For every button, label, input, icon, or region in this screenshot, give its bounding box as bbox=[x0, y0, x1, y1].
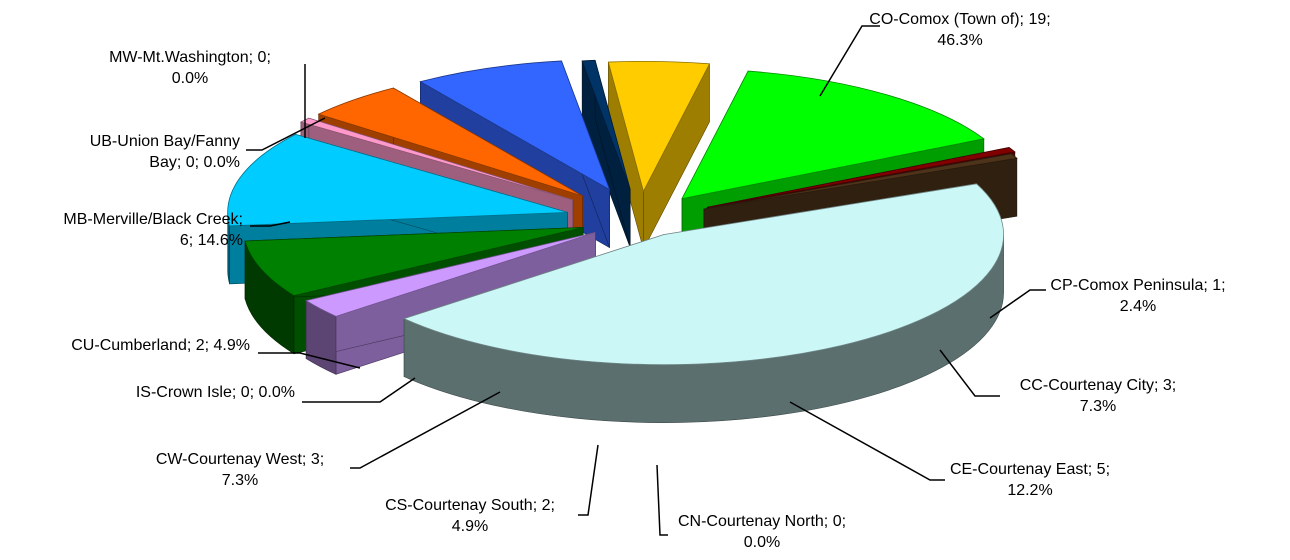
data-label-line: CC-Courtenay City; 3; bbox=[1020, 377, 1177, 394]
leader-line bbox=[246, 117, 326, 151]
data-label: CN-Courtenay North; 0; 0.0% bbox=[678, 513, 846, 551]
leader-line bbox=[789, 401, 945, 481]
data-label: MB-Merville/Black Creek; 6; 14.6% bbox=[63, 211, 243, 249]
pie-slice bbox=[581, 59, 631, 248]
slice-top-mb bbox=[681, 70, 985, 200]
pie-slices bbox=[227, 59, 1018, 423]
data-label: MW-Mt.Washington; 0; 0.0% bbox=[109, 49, 271, 87]
data-label-line: CO-Comox (Town of); 19; bbox=[869, 11, 1050, 28]
data-label-line: CU-Cumberland; 2; 4.9% bbox=[71, 337, 250, 354]
data-label-line: 7.3% bbox=[1080, 398, 1116, 415]
data-label-line: IS-Crown Isle; 0; 0.0% bbox=[136, 384, 295, 401]
leader-line bbox=[578, 444, 599, 516]
slice-top-cw bbox=[419, 60, 611, 191]
leader-line bbox=[939, 349, 1000, 397]
slice-top-is bbox=[581, 59, 631, 190]
data-label-line: 6; 14.6% bbox=[180, 232, 243, 249]
leader-line bbox=[258, 352, 361, 369]
data-label: CE-Courtenay East; 5; 12.2% bbox=[950, 461, 1110, 499]
data-label-line: 46.3% bbox=[937, 32, 982, 49]
leader-line bbox=[989, 289, 1046, 319]
data-label-line: 0.0% bbox=[744, 534, 780, 551]
data-label: CS-Courtenay South; 2; 4.9% bbox=[385, 497, 555, 535]
data-labels: CO-Comox (Town of); 19; 46.3% CP-Comox Pen… bbox=[63, 11, 1225, 551]
slice-top-ce bbox=[227, 133, 568, 227]
data-label-line: 12.2% bbox=[1007, 482, 1052, 499]
data-label: CO-Comox (Town of); 19; 46.3% bbox=[869, 11, 1050, 49]
data-label-line: 4.9% bbox=[452, 518, 488, 535]
pie-slice bbox=[402, 183, 1004, 423]
data-label-line: UB-Union Bay/Fanny bbox=[90, 133, 240, 150]
slice-top-ub bbox=[707, 147, 1016, 208]
leader-line bbox=[656, 464, 668, 536]
data-label: UB-Union Bay/Fanny Bay; 0; 0.0% bbox=[90, 133, 240, 171]
slice-top-mw bbox=[703, 153, 1018, 210]
pie-slice bbox=[607, 60, 711, 250]
data-label-line: CE-Courtenay East; 5; bbox=[950, 461, 1110, 478]
data-label-line: 7.3% bbox=[222, 472, 258, 489]
slice-top-cc bbox=[244, 227, 584, 297]
data-label-line: 2.4% bbox=[1120, 298, 1156, 315]
leader-line bbox=[250, 221, 291, 227]
data-label: CU-Cumberland; 2; 4.9% bbox=[71, 337, 250, 354]
data-label-line: MB-Merville/Black Creek; bbox=[63, 211, 243, 228]
data-label-line: MW-Mt.Washington; 0; bbox=[109, 49, 271, 66]
data-label-line: 0.0% bbox=[172, 70, 208, 87]
slice-top-co bbox=[402, 183, 1004, 366]
data-label-line: CW-Courtenay West; 3; bbox=[156, 451, 324, 468]
data-label: IS-Crown Isle; 0; 0.0% bbox=[136, 384, 295, 401]
leader-line bbox=[819, 25, 880, 97]
data-label-line: CP-Comox Peninsula; 1; bbox=[1050, 277, 1225, 294]
data-label: CP-Comox Peninsula; 1; 2.4% bbox=[1050, 277, 1225, 315]
data-label-line: CN-Courtenay North; 0; bbox=[678, 513, 846, 530]
data-label-line: Bay; 0; 0.0% bbox=[149, 154, 240, 171]
data-label: CC-Courtenay City; 3; 7.3% bbox=[1020, 377, 1177, 415]
data-label: CW-Courtenay West; 3; 7.3% bbox=[156, 451, 324, 489]
data-label-line: CS-Courtenay South; 2; bbox=[385, 497, 555, 514]
slice-top-cs bbox=[317, 87, 583, 197]
slice-top-cu bbox=[607, 60, 711, 193]
leader-line bbox=[302, 377, 416, 403]
slice-top-cp bbox=[305, 231, 596, 317]
leader-line bbox=[350, 391, 501, 469]
